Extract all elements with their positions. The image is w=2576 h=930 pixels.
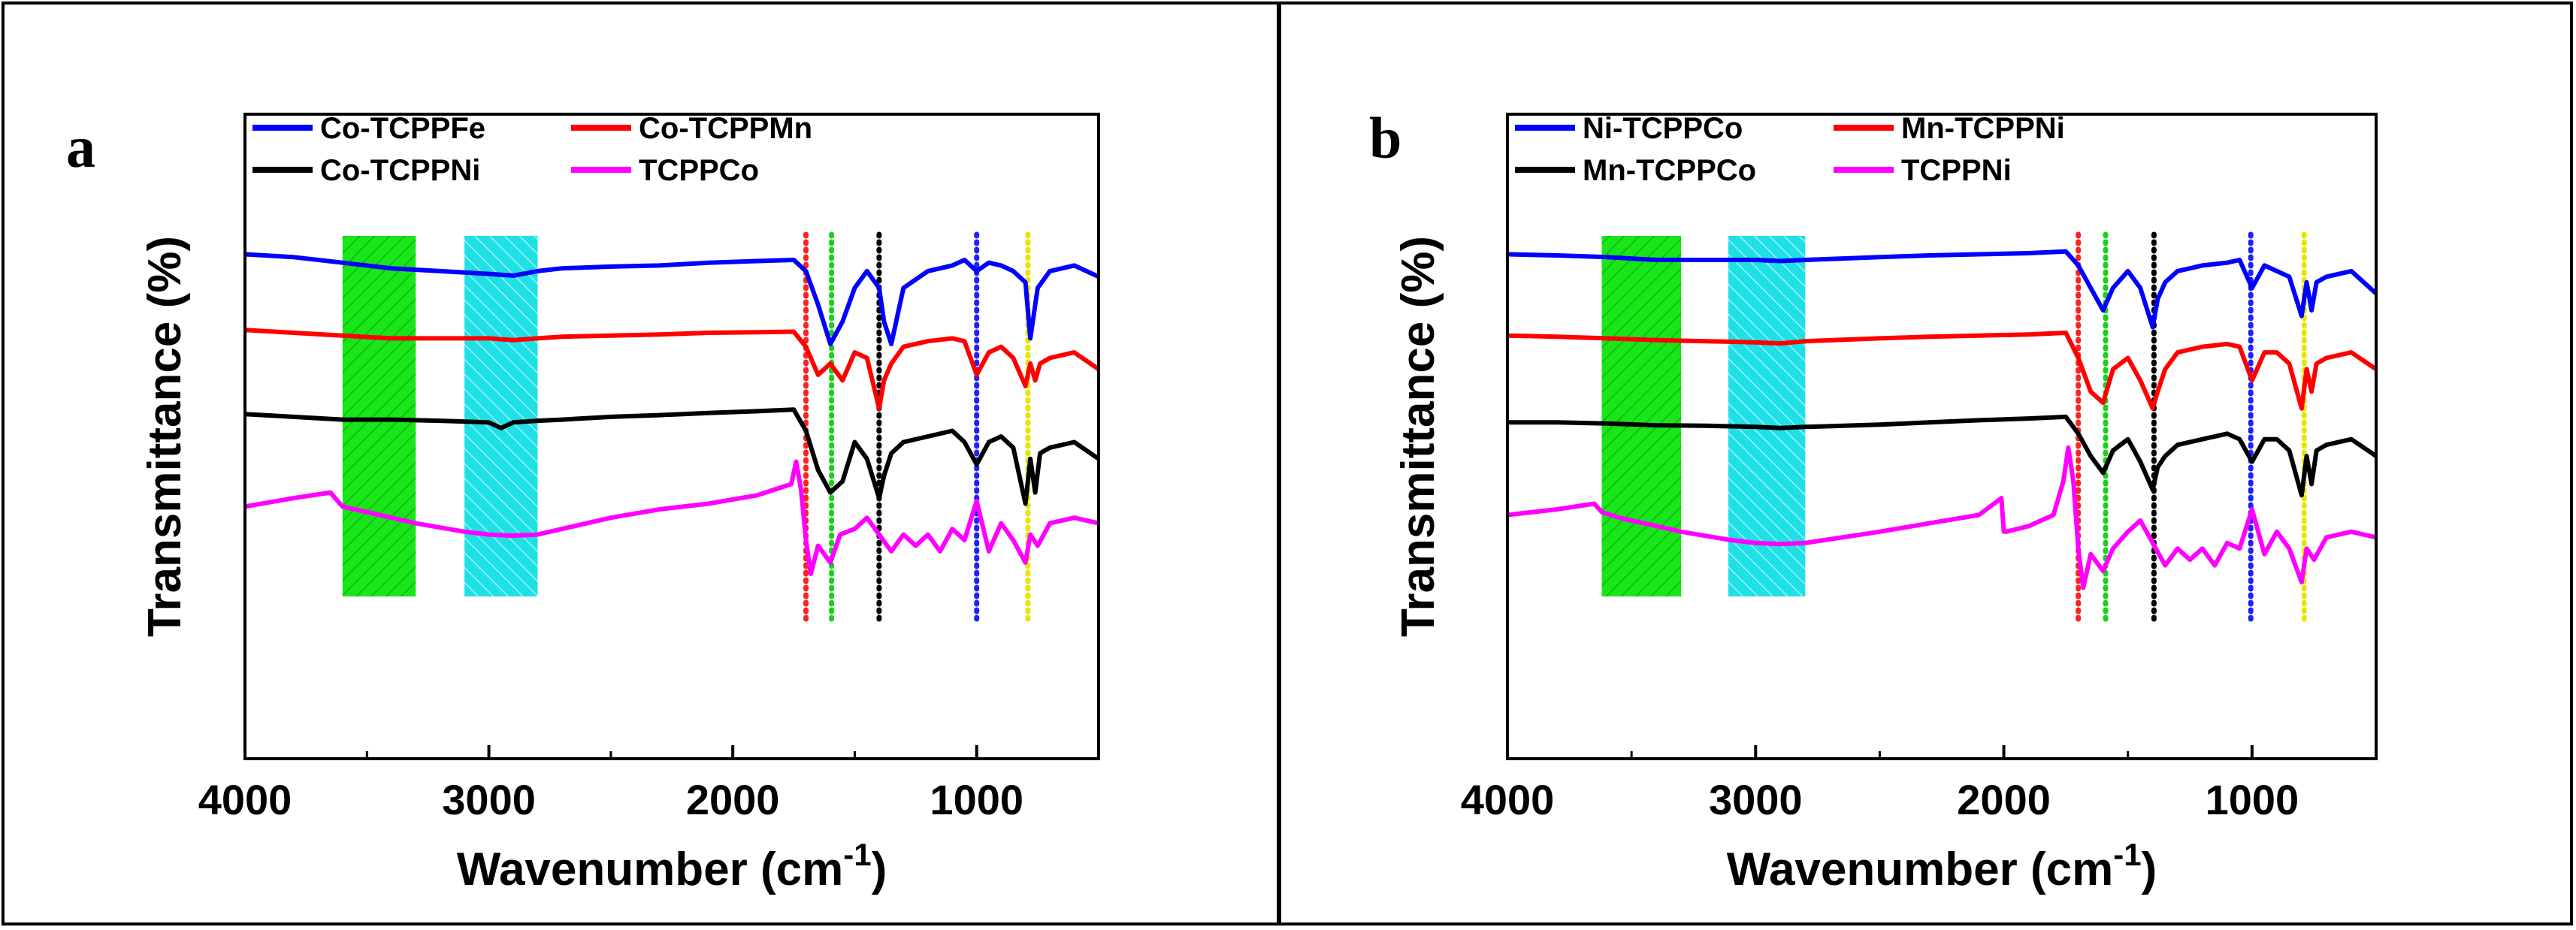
- panel-b-legend-label-2: Mn-TCPPCo: [1583, 154, 1756, 187]
- panel-b: b 4000 3000 2000 1000 Ni-TCPPCo Mn-TCPPNi Mn-…: [1369, 105, 2378, 895]
- panel-b-series-mn-tcppco: [1507, 414, 2378, 498]
- panel-b-xtick-label-2000: 2000: [1957, 776, 2051, 823]
- panel-a-xtick-label-1000: 1000: [930, 776, 1023, 823]
- panel-b-series-ni-tcppco: [1507, 249, 2378, 330]
- panel-b-xlabel: Wavenumber (cm-1): [1727, 837, 2157, 895]
- panel-a-xtick-label-4000: 4000: [198, 776, 292, 823]
- panel-a-xtick-label-3000: 3000: [442, 776, 536, 823]
- panel-b-legend-label-0: Ni-TCPPCo: [1583, 112, 1743, 145]
- panel-b-legend: Ni-TCPPCo Mn-TCPPNi Mn-TCPPCo TCPPNi: [1515, 112, 2065, 187]
- panel-a-xticks: 4000 3000 2000 1000: [198, 745, 1100, 823]
- panel-b-legend-label-3: TCPPNi: [1901, 154, 2012, 187]
- panel-b-xtick-label-4000: 4000: [1461, 776, 1555, 823]
- panel-a-legend-label-0: Co-TCPPFe: [320, 112, 485, 145]
- panel-a-xlabel: Wavenumber (cm-1): [457, 837, 887, 895]
- panel-b-ylabel: Transmittance (%): [1392, 236, 1444, 637]
- panel-a-legend-label-3: TCPPCo: [639, 154, 759, 187]
- panel-a-series-co-tcppfe: [244, 252, 1100, 346]
- panel-b-axes: [1506, 113, 2378, 760]
- panel-a: a 4000 3000 2000 1000 Co-TCPPFe Co-TCPPMnCo-…: [66, 112, 1100, 895]
- panel-a-legend: Co-TCPPFe Co-TCPPMn Co-TCPPNi TCPPCo: [252, 112, 812, 187]
- panel-b-bands: [1601, 236, 1806, 596]
- panel-b-series: [1507, 249, 2378, 590]
- panel-a-band-1: [464, 236, 538, 596]
- panel-a-band-0: [342, 236, 416, 596]
- panel-a-series-co-tcppni: [244, 407, 1100, 506]
- panel-a-series: [244, 252, 1100, 576]
- panel-a-legend-label-1: Co-TCPPMn: [639, 112, 812, 145]
- panel-b-series-mn-tcppni: [1507, 331, 2378, 411]
- panel-b-legend-label-1: Mn-TCPPNi: [1901, 112, 2065, 145]
- panel-b-band-0: [1601, 236, 1682, 596]
- panel-a-bands: [342, 236, 538, 596]
- panel-b-letter: b: [1369, 105, 1401, 171]
- panel-b-series-tcppni: [1507, 445, 2377, 590]
- panel-a-xtick-label-2000: 2000: [686, 776, 780, 823]
- panel-a-series-co-tcppmn: [244, 328, 1100, 411]
- panel-a-ylabel: Transmittance (%): [139, 236, 191, 637]
- panel-a-letter: a: [66, 114, 95, 180]
- panel-b-xtick-label-3000: 3000: [1709, 776, 1803, 823]
- panel-a-legend-label-2: Co-TCPPNi: [320, 154, 480, 187]
- panel-a-series-tcppco: [244, 459, 1099, 576]
- panel-b-xtick-label-1000: 1000: [2206, 776, 2299, 823]
- panel-a-axes: [243, 113, 1100, 760]
- panel-b-band-1: [1728, 236, 1806, 596]
- panel-b-xticks: 4000 3000 2000 1000: [1461, 745, 2378, 823]
- panel-a-reference-lines: [803, 231, 1031, 628]
